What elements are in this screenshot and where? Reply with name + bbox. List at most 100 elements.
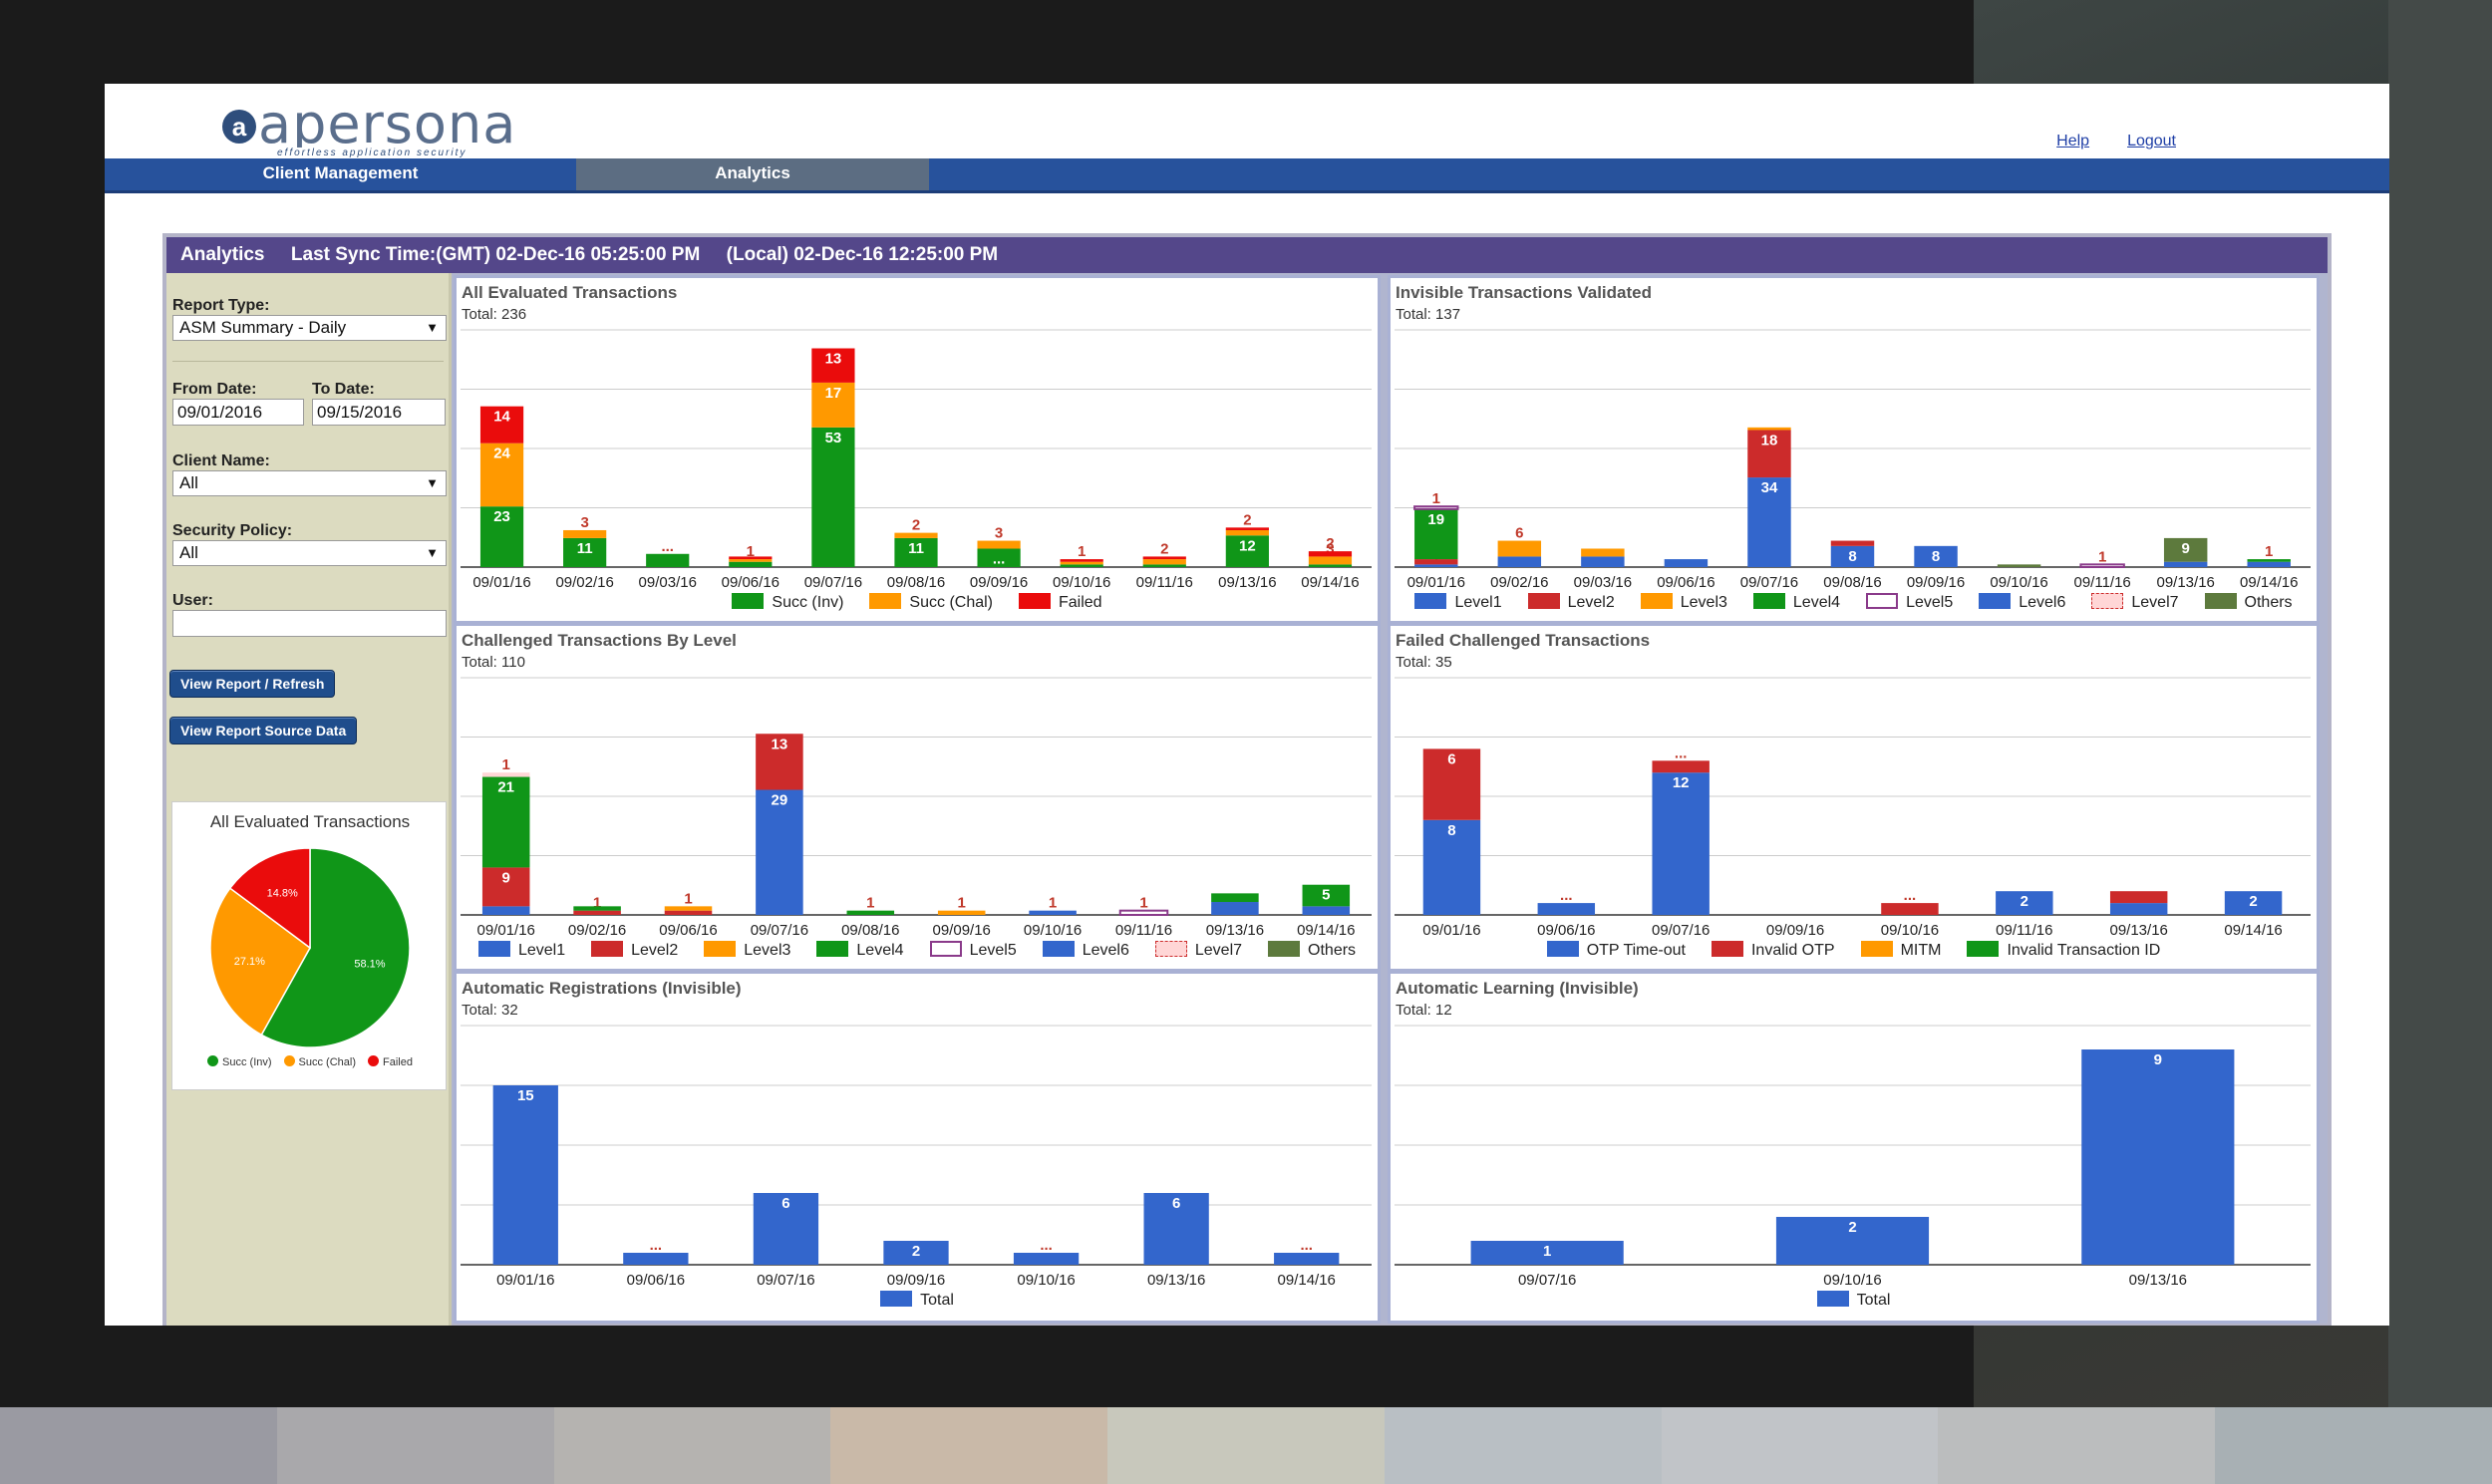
- bar-segment: [1225, 535, 1269, 567]
- legend-item: Level3: [704, 941, 790, 960]
- report-type-select[interactable]: ASM Summary - Daily ▼: [172, 315, 447, 341]
- chart-failed-challenged: Failed Challenged Transactions Total: 35…: [1388, 623, 2320, 972]
- chart-title: Automatic Learning (Invisible): [1396, 979, 1639, 998]
- x-tick-label: 09/13/16: [2129, 1272, 2187, 1289]
- legend-swatch-icon: [1979, 593, 2012, 609]
- bar-chart-svg: 1119109/01/16...609/02/16...09/03/1609/0…: [1395, 329, 2311, 591]
- pie-legend-item: Succ (Chal): [283, 1055, 356, 1068]
- bar-segment: [1308, 556, 1353, 565]
- legend-swatch-icon: [1154, 941, 1187, 957]
- x-tick-label: 09/09/16: [887, 1272, 945, 1289]
- help-link[interactable]: Help: [2056, 133, 2090, 149]
- bar-chart-svg: 8 6 09/01/16... 09/06/16 12... 09/07/16 09/09/…: [1395, 677, 2311, 939]
- legend-swatch-icon: [704, 941, 737, 957]
- client-name-select[interactable]: All ▼: [172, 470, 447, 496]
- tab-client-management[interactable]: Client Management: [105, 158, 576, 190]
- bar-segment: [563, 529, 607, 538]
- chart-legend: Level1 Level2 Level3 Level4 Level5 Level6 Leve…: [457, 941, 1378, 960]
- data-label: 13: [772, 736, 788, 752]
- chart-title: Automatic Registrations (Invisible): [462, 979, 742, 998]
- data-label: 11: [577, 540, 593, 557]
- data-label: 9: [2182, 540, 2190, 557]
- data-label: ...: [1904, 887, 1917, 904]
- data-label: 1: [1432, 490, 1440, 507]
- data-label: 8: [1848, 548, 1856, 565]
- x-tick-label: 09/14/16: [2224, 922, 2282, 939]
- dropdown-arrow-icon: ▼: [426, 545, 439, 560]
- x-tick-label: 09/10/16: [1990, 574, 2047, 591]
- view-source-button[interactable]: View Report Source Data: [169, 717, 358, 744]
- bar-segment: [2109, 903, 2168, 915]
- security-policy-select[interactable]: All ▼: [172, 540, 447, 566]
- x-tick-label: 09/10/16: [1881, 922, 1939, 939]
- x-tick-label: 09/13/16: [1147, 1272, 1205, 1289]
- legend-label: MITM: [1900, 942, 1942, 959]
- legend-item: Others: [2204, 593, 2293, 612]
- report-type-value: ASM Summary - Daily: [179, 318, 347, 337]
- chart-title: Failed Challenged Transactions: [1396, 631, 1651, 650]
- from-date-input[interactable]: 09/01/2016: [172, 399, 304, 426]
- legend-label: Level5: [969, 942, 1017, 959]
- data-label: 1: [1078, 543, 1086, 560]
- tab-analytics[interactable]: Analytics: [576, 158, 929, 190]
- pie-legend-item: Failed: [368, 1055, 413, 1068]
- x-tick-label: 09/08/16: [841, 922, 899, 939]
- bar-segment: [1664, 559, 1709, 567]
- data-label: ...: [1300, 1237, 1313, 1254]
- bar-segment: [481, 867, 530, 907]
- background-bottom: [0, 1407, 2492, 1484]
- legend-swatch-icon: [1967, 941, 2000, 957]
- data-label: 8: [1932, 548, 1940, 565]
- data-label: ...: [1040, 1237, 1053, 1254]
- bar-segment: [2247, 561, 2291, 567]
- bar-segment: [1537, 903, 1596, 915]
- x-tick-label: 09/07/16: [804, 574, 862, 591]
- x-tick-label: 09/02/16: [568, 922, 626, 939]
- legend-item: Level6: [1979, 593, 2065, 612]
- chart-title: All Evaluated Transactions: [462, 283, 678, 302]
- top-bar: a apersona effortless application securi…: [105, 84, 2389, 160]
- data-label: 1: [1139, 895, 1147, 912]
- pie-legend-item: Succ (Inv): [207, 1055, 272, 1068]
- bar-segment: [664, 910, 713, 915]
- bar-segment: [1211, 893, 1259, 903]
- bar-segment: [1029, 910, 1077, 915]
- bar-segment: [811, 382, 855, 428]
- chart-legend: OTP Time-out Invalid OTP MITM Invalid Trans…: [1391, 941, 2317, 960]
- legend-swatch-icon: [1752, 593, 1785, 609]
- data-label: ...: [1675, 744, 1688, 761]
- data-label: 23: [493, 508, 510, 525]
- bar-segment: [1211, 902, 1259, 915]
- legend-label: Level3: [1680, 594, 1727, 611]
- client-name-label: Client Name:: [172, 452, 270, 469]
- chart-title: Invisible Transactions Validated: [1396, 283, 1652, 302]
- legend-label: Succ (Inv): [772, 594, 844, 611]
- x-tick-label: 09/11/16: [1136, 574, 1193, 591]
- bar-chart-svg: 23241409/01/1611309/02/16...09/03/16109/…: [461, 329, 1372, 591]
- data-label: 2: [2021, 893, 2028, 910]
- to-date-input[interactable]: 09/15/2016: [312, 399, 446, 426]
- chart-auto-learning: Automatic Learning (Invisible) Total: 12…: [1388, 971, 2320, 1324]
- x-tick-label: 09/08/16: [1823, 574, 1881, 591]
- legend-label: Succ (Inv): [222, 1056, 272, 1068]
- logout-link[interactable]: Logout: [2127, 133, 2176, 149]
- bar-segment: [1747, 430, 1791, 478]
- legend-dot-icon: [207, 1055, 219, 1066]
- x-tick-label: 09/03/16: [639, 574, 697, 591]
- user-input[interactable]: [172, 610, 447, 637]
- bar-segment: [1302, 884, 1351, 907]
- analytics-panel: Analytics Last Sync Time:(GMT) 02-Dec-16…: [162, 233, 2332, 1326]
- bar-segment: [1581, 556, 1625, 567]
- bar-segment: [846, 910, 895, 915]
- data-label: 6: [1447, 750, 1455, 767]
- pie-slice-label: 27.1%: [234, 956, 265, 968]
- bar-segment: [1414, 508, 1458, 560]
- data-label: 2: [2249, 893, 2257, 910]
- legend-swatch-icon: [1019, 593, 1051, 609]
- bar-segment: [1142, 559, 1186, 565]
- logo-wordmark: apersona: [258, 93, 517, 155]
- view-report-button[interactable]: View Report / Refresh: [169, 670, 336, 698]
- data-label: 1: [958, 895, 966, 912]
- data-label: ...: [1560, 887, 1573, 904]
- x-tick-label: 09/14/16: [1297, 922, 1355, 939]
